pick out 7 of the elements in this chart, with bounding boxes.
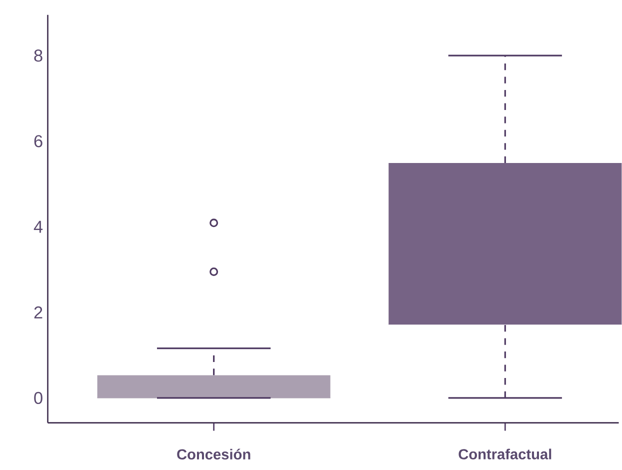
y-tick-label: 0 bbox=[34, 392, 42, 404]
x-tick-label: Concesión bbox=[177, 448, 250, 460]
y-tick-label: 8 bbox=[34, 50, 42, 62]
x-tick-label: Contrafactual bbox=[458, 448, 552, 460]
y-tick-label: 2 bbox=[34, 306, 42, 319]
y-tick-label: 6 bbox=[34, 135, 42, 148]
y-tick-label: 4 bbox=[34, 221, 43, 233]
